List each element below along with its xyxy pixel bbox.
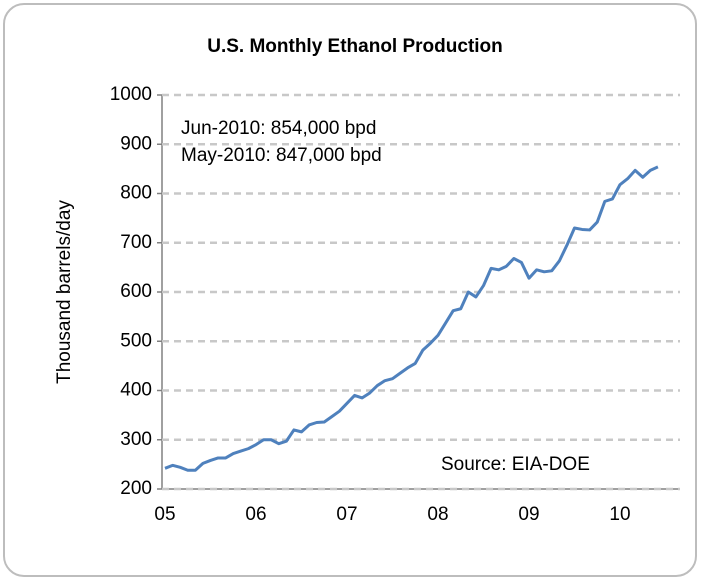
y-axis-label: Thousand barrels/day [54, 200, 75, 384]
y-tick-label: 900 [120, 133, 152, 154]
y-tick-label: 600 [120, 281, 152, 302]
x-tick-label: 06 [245, 504, 266, 525]
y-tick-label: 800 [120, 183, 152, 204]
annotation: Source: EIA-DOE [441, 454, 590, 475]
chart-title: U.S. Monthly Ethanol Production [207, 36, 503, 57]
x-tick-label: 08 [427, 504, 448, 525]
y-tick-label: 500 [120, 330, 152, 351]
x-tick-label: 10 [609, 504, 630, 525]
annotation: Jun-2010: 854,000 bpd [181, 118, 376, 139]
y-tick-label: 1000 [110, 84, 152, 105]
y-tick-label: 300 [120, 429, 152, 450]
annotation: May-2010: 847,000 bpd [181, 145, 382, 166]
x-tick-label: 05 [154, 504, 175, 525]
y-tick-label: 700 [120, 232, 152, 253]
x-tick-label: 07 [336, 504, 357, 525]
y-tick-label: 200 [120, 478, 152, 499]
data-line [164, 165, 659, 472]
y-tick-label: 400 [120, 380, 152, 401]
x-tick-label: 09 [518, 504, 539, 525]
chart-frame [3, 3, 697, 577]
